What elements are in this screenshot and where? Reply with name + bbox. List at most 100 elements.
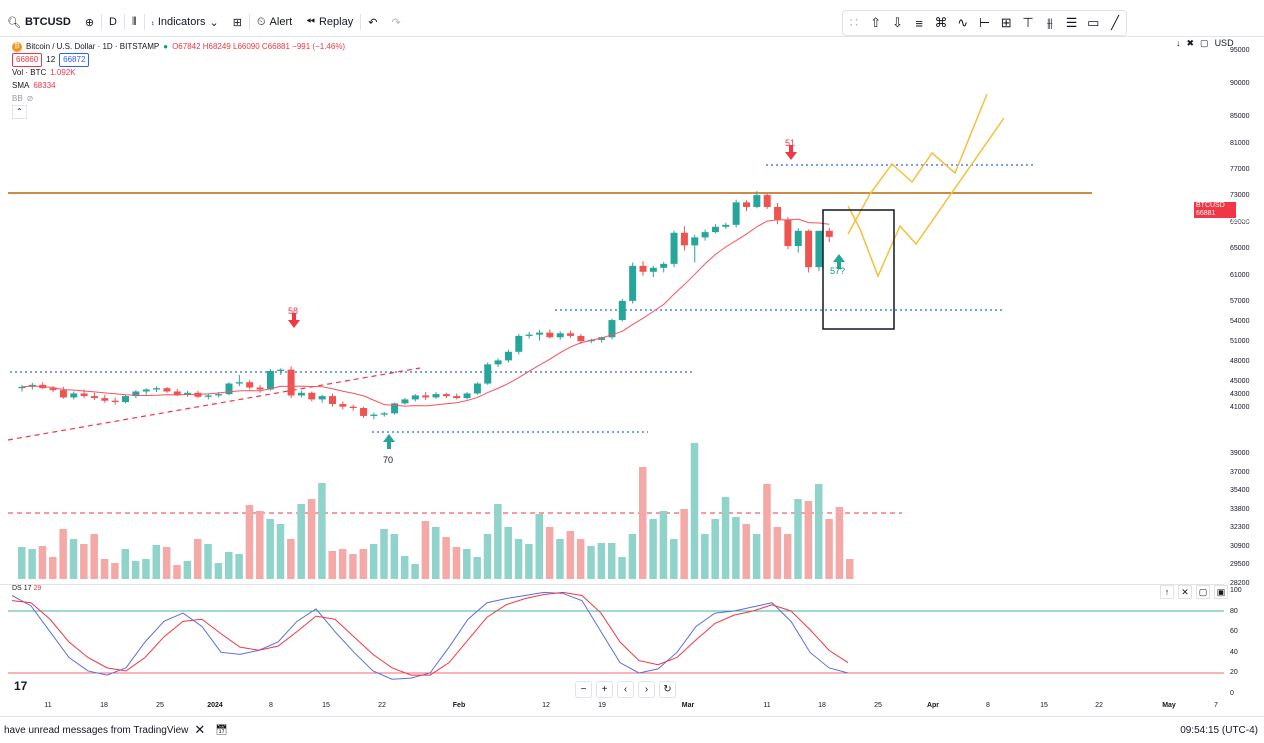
replay-button[interactable]: ⏪︎ Replay xyxy=(299,8,360,36)
maximize-pane-icon[interactable]: ▢ xyxy=(1196,585,1210,599)
sma-legend[interactable]: SMA 68334 xyxy=(12,79,345,92)
pattern-icon[interactable]: ⌘ xyxy=(934,15,948,30)
candle-body xyxy=(504,351,512,361)
zoom-in-icon[interactable]: + xyxy=(596,681,613,698)
indicators-button[interactable]: ⨾ Indicators ⌄ xyxy=(145,8,226,36)
footer-bar: have unread messages from TradingView ✕ … xyxy=(0,716,1264,743)
volume-bar xyxy=(69,539,78,579)
price-tick-label: 77000 xyxy=(1230,165,1250,173)
maximize-icon[interactable]: ✖ xyxy=(1186,38,1195,48)
volume-bar xyxy=(214,563,223,579)
compare-button[interactable]: ⊕ xyxy=(78,8,101,36)
candle-body xyxy=(101,398,109,401)
candle-body xyxy=(473,383,481,394)
price-tick-label: 61000 xyxy=(1230,271,1250,279)
signal-arrow-head xyxy=(833,254,845,262)
close-icon[interactable]: ✕ xyxy=(194,722,206,737)
fib-icon[interactable]: ☰ xyxy=(1065,15,1078,30)
oscillator-legend[interactable]: DS 17 29 xyxy=(12,585,41,592)
trend-line xyxy=(7,367,421,441)
currency-selector[interactable]: USD xyxy=(1214,38,1234,48)
volume-bar xyxy=(752,534,761,579)
volume-bar xyxy=(825,519,833,579)
collapse-pane-icon[interactable]: ▣ xyxy=(1214,585,1228,599)
redo-icon: ↷ xyxy=(391,16,401,29)
close-icon[interactable]: ✕ xyxy=(1178,585,1192,599)
bitcoin-icon: ₿ xyxy=(12,41,22,52)
candle-body xyxy=(670,232,678,264)
chart-type-button[interactable]: ⫴ xyxy=(125,8,144,36)
eye-hidden-icon[interactable]: ⊘ xyxy=(26,93,34,103)
price-tick-label: 65000 xyxy=(1230,245,1250,253)
osc-tick-label: 80 xyxy=(1230,607,1238,615)
zoom-out-icon[interactable]: − xyxy=(575,681,592,698)
tradingview-logo[interactable]: 17 xyxy=(14,679,28,693)
chart-navigation: − + ‹ › ↻ xyxy=(575,681,676,698)
clock[interactable]: 09:54:15 (UTC-4) xyxy=(1180,724,1258,736)
undo-button[interactable]: ↶ xyxy=(361,8,384,36)
volume-bar xyxy=(359,549,368,579)
symbol-search-button[interactable]: 🔍︎ BTCUSD xyxy=(7,16,71,29)
candle-body xyxy=(660,263,668,268)
fullscreen-icon[interactable]: ▢ xyxy=(1200,38,1209,48)
drag-handle-icon[interactable]: ∷ xyxy=(849,15,859,30)
volume-bar xyxy=(639,467,647,579)
alert-button[interactable]: ⏲ Alert xyxy=(250,8,299,36)
volume-legend[interactable]: Vol · BTC 1.092K xyxy=(12,66,345,79)
parallel-channel-icon[interactable]: ≡ xyxy=(915,15,923,31)
redo-button[interactable]: ↷ xyxy=(384,8,407,36)
candle-body xyxy=(142,389,150,392)
arrow-down-icon[interactable]: ↓ xyxy=(1176,38,1181,48)
sma-line xyxy=(21,218,830,407)
move-up-icon[interactable]: ↑ xyxy=(1160,585,1174,599)
reset-icon[interactable]: ↻ xyxy=(659,681,676,698)
volume-bar xyxy=(111,563,119,579)
date-range-icon[interactable]: ⊢ xyxy=(978,15,991,30)
bb-label: BB xyxy=(12,93,23,103)
sell-button[interactable]: 66860 xyxy=(12,52,43,67)
price-range-icon[interactable]: ⊞ xyxy=(1000,15,1012,30)
oscillator-chart[interactable] xyxy=(0,584,1224,700)
collapse-legend-button[interactable]: ⌃ xyxy=(12,104,345,119)
candle-body xyxy=(567,333,575,336)
bars-pattern-icon[interactable]: ⫵ xyxy=(1046,15,1053,30)
range-box xyxy=(822,209,895,330)
price-tick-label: 30900 xyxy=(1230,542,1250,550)
candle-body xyxy=(339,404,347,407)
volume-bar xyxy=(670,539,678,579)
price-chart[interactable] xyxy=(0,36,1224,581)
scroll-right-icon[interactable]: › xyxy=(638,681,655,698)
volume-bar xyxy=(328,551,336,579)
volume-bar xyxy=(204,544,212,579)
candle-body xyxy=(701,232,709,238)
calendar-icon[interactable]: 📅︎ xyxy=(215,724,228,736)
chevron-down-icon: ⌄ xyxy=(209,16,219,29)
volume-bar xyxy=(349,554,357,579)
bid-ask-row: 66860 12 66872 xyxy=(12,52,345,67)
arrow-down-icon[interactable]: ⇩ xyxy=(891,15,903,30)
volume-bar xyxy=(369,544,378,579)
arrow-up-icon[interactable]: ⇧ xyxy=(870,15,882,30)
legend-title[interactable]: Bitcoin / U.S. Dollar · 1D · BITSTAMP xyxy=(26,41,160,51)
interval-button[interactable]: D xyxy=(102,8,124,36)
trend-line-icon[interactable]: ╱ xyxy=(1111,15,1119,30)
volume-bar xyxy=(38,546,47,579)
volume-bar xyxy=(411,564,419,579)
candle-body xyxy=(70,393,78,398)
price-tick-label: 90000 xyxy=(1230,80,1250,87)
wave-icon[interactable]: ∿ xyxy=(957,15,969,30)
long-position-icon[interactable]: ⊤ xyxy=(1022,15,1034,30)
unread-messages-text[interactable]: have unread messages from TradingView xyxy=(4,724,189,736)
time-tick-label: 7 xyxy=(1214,702,1218,709)
scroll-left-icon[interactable]: ‹ xyxy=(617,681,634,698)
time-axis[interactable]: 11 18 25 2024 8 15 22 Feb 12 19 Mar 11 18 25 Apr 8 15 22 M… xyxy=(0,700,1224,714)
templates-button[interactable]: ⊞ xyxy=(226,8,249,36)
candle-body xyxy=(743,202,750,207)
candle-body xyxy=(577,335,585,342)
volume-bar xyxy=(49,557,57,579)
time-tick-label: Feb xyxy=(452,702,466,709)
rectangle-icon[interactable]: ▭ xyxy=(1087,15,1100,30)
candle-body xyxy=(794,230,802,246)
buy-button[interactable]: 66872 xyxy=(59,52,90,67)
bb-legend[interactable]: BB ⊘ xyxy=(12,92,345,105)
